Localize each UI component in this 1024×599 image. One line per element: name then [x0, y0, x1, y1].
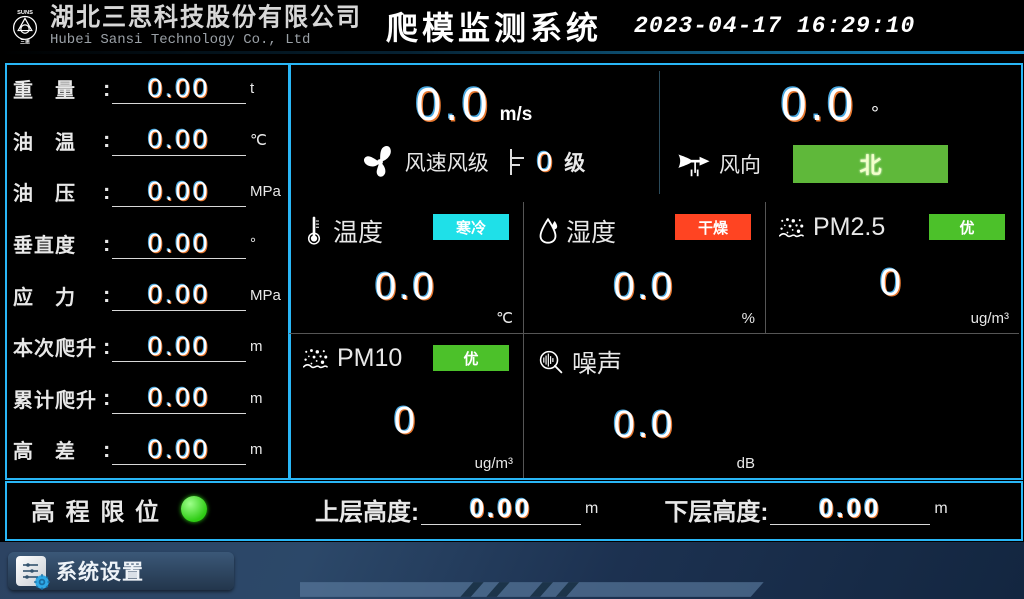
svg-text:SUNS: SUNS — [17, 10, 33, 16]
